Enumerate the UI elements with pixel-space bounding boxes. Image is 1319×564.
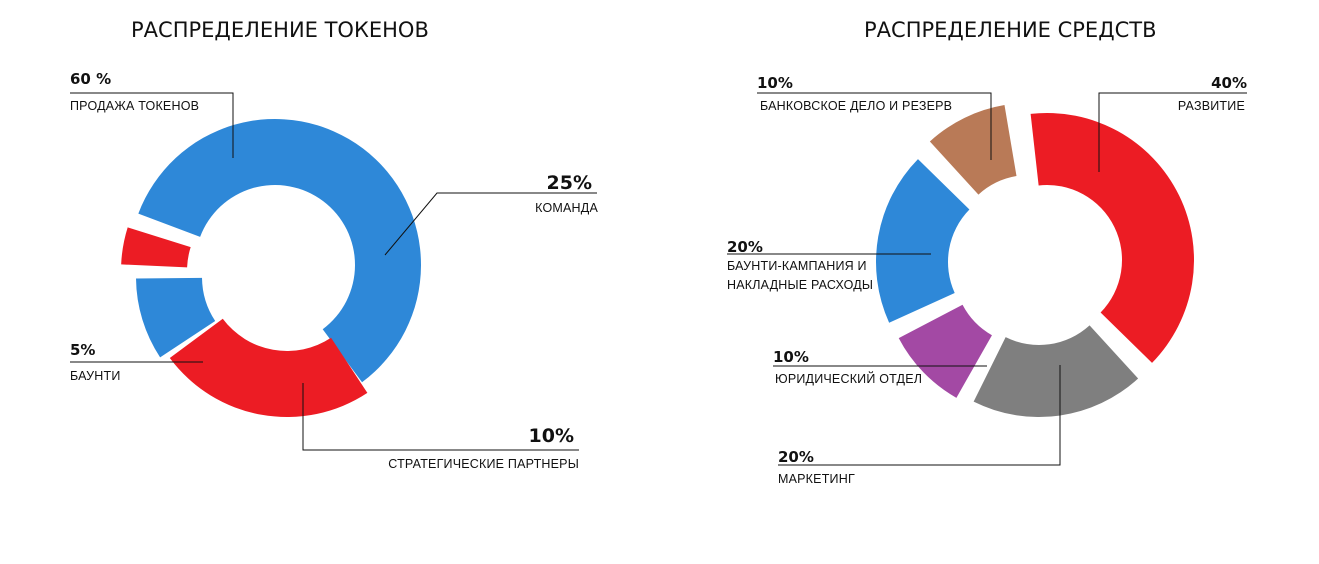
slice-label-token-sale: ПРОДАЖА ТОКЕНОВ	[70, 99, 199, 113]
donut-slice-0-2	[136, 277, 216, 358]
donut-slice-1-2	[898, 304, 992, 398]
leader-token-sale	[70, 92, 234, 158]
slice-label-development: РАЗВИТИЕ	[1178, 99, 1245, 113]
leader-team	[384, 192, 597, 256]
donut-tokens	[121, 119, 422, 417]
donut-slice-1-0	[1030, 113, 1194, 363]
slice-label-bounty-campaign-line2: НАКЛАДНЫЕ РАСХОДЫ	[727, 278, 873, 292]
pct-label-legal: 10%	[773, 348, 809, 366]
donut-slice-1-4	[929, 105, 1017, 195]
slice-label-bounty-campaign-line1: БАУНТИ-КАМПАНИЯ И	[727, 259, 867, 273]
pct-label-token-sale: 60 %	[70, 70, 111, 88]
chart-funds-distribution: РАСПРЕДЕЛЕНИЕ СРЕДСТВ 40% РАЗВИТИЕ 20% М…	[727, 18, 1247, 486]
slice-label-bounty: БАУНТИ	[70, 369, 121, 383]
slice-label-legal: ЮРИДИЧЕСКИЙ ОТДЕЛ	[775, 371, 922, 386]
donut-slice-0-0	[138, 119, 422, 383]
slice-label-marketing: МАРКЕТИНГ	[778, 472, 855, 486]
leader-development	[1098, 92, 1247, 172]
pct-label-marketing: 20%	[778, 448, 814, 466]
leader-partners	[302, 383, 579, 451]
pct-label-bounty-campaign: 20%	[727, 238, 763, 256]
slice-label-partners: СТРАТЕГИЧЕСКИЕ ПАРТНЕРЫ	[388, 457, 579, 471]
pct-label-partners: 10%	[529, 425, 574, 447]
chart-title-tokens: РАСПРЕДЕЛЕНИЕ ТОКЕНОВ	[131, 18, 429, 42]
chart-token-distribution: РАСПРЕДЕЛЕНИЕ ТОКЕНОВ 60 % ПРОДАЖА ТОКЕН…	[70, 18, 598, 471]
pct-label-bounty: 5%	[70, 341, 95, 359]
pct-label-team: 25%	[547, 172, 592, 194]
chart-title-funds: РАСПРЕДЕЛЕНИЕ СРЕДСТВ	[864, 18, 1157, 42]
slice-label-team: КОМАНДА	[535, 201, 598, 215]
donut-funds	[876, 105, 1194, 417]
slice-label-banking: БАНКОВСКОЕ ДЕЛО И РЕЗЕРВ	[760, 99, 952, 113]
pct-label-development: 40%	[1211, 74, 1247, 92]
donut-slice-1-3	[876, 159, 970, 323]
leader-marketing	[778, 365, 1061, 466]
donut-slice-1-1	[973, 325, 1139, 417]
leader-banking	[757, 92, 992, 160]
donut-slice-0-3	[121, 227, 191, 268]
pct-label-banking: 10%	[757, 74, 793, 92]
donut-slice-0-1	[169, 318, 368, 417]
